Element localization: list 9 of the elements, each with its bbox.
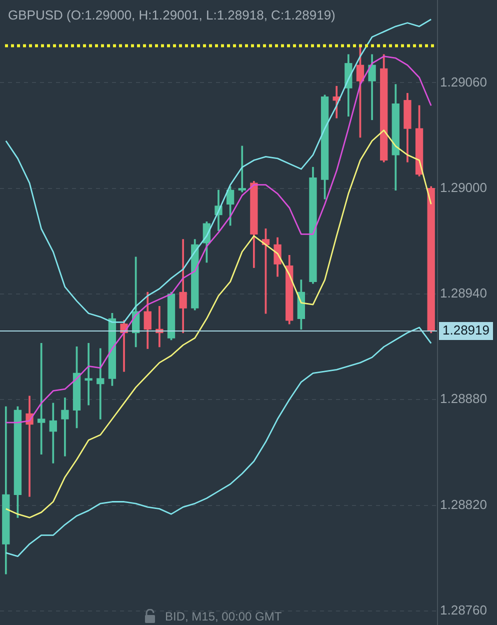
- text: GBPUSD (O:1.29000, H:1.29001, L:1.28918, C:1.28919): [8, 8, 336, 23]
- y-tick-label: 1.28940: [440, 286, 487, 301]
- y-tick-label: 1.29000: [440, 180, 487, 195]
- ref-line-label: 1.28919: [442, 322, 490, 338]
- y-tick-label: 1.28820: [440, 496, 487, 512]
- y-tick-label: 1.28880: [440, 391, 487, 406]
- y-tick-label: 1.28760: [440, 602, 487, 618]
- y-tick-label: 1.29060: [440, 74, 487, 90]
- annotation: BID, M15, 00:00 GMT: [165, 609, 282, 624]
